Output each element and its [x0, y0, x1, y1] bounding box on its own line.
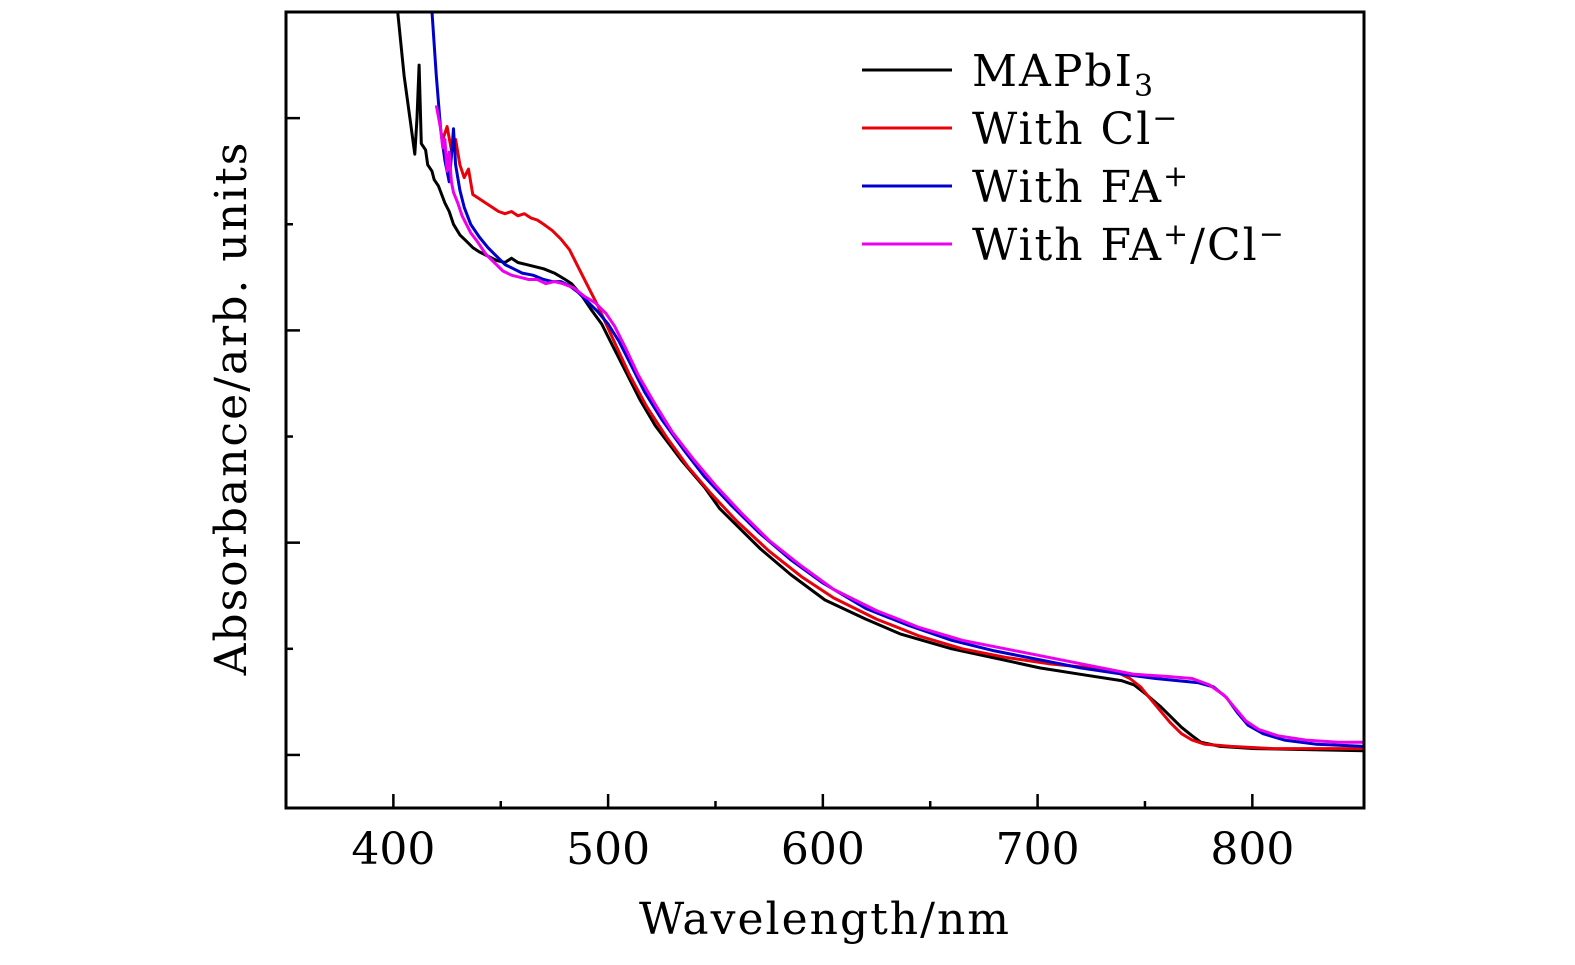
- series-line-0: [396, 12, 1364, 753]
- x-tick-label: 700: [996, 824, 1080, 875]
- plot-area: [396, 12, 1364, 753]
- legend-label: MAPbI3: [972, 46, 1155, 104]
- legend-label: With FA+/Cl−: [972, 217, 1286, 271]
- plot-frame: [284, 10, 1366, 810]
- x-axis-tick-labels: 400 500 600 700 800: [351, 824, 1294, 875]
- x-axis-title: Wavelength/nm: [639, 894, 1011, 945]
- series-line-2: [430, 12, 1364, 748]
- x-tick-label: 500: [566, 824, 650, 875]
- legend-item: MAPbI3: [862, 46, 1155, 104]
- x-axis-ticks: [392, 794, 1254, 808]
- series-line-3: [434, 105, 1364, 744]
- x-tick-label: 600: [781, 824, 865, 875]
- legend-item: With FA+/Cl−: [862, 217, 1286, 271]
- legend-item: With FA+: [862, 159, 1190, 213]
- y-axis-ticks: [286, 116, 300, 757]
- legend-label: With Cl−: [972, 101, 1179, 155]
- y-axis-title: Absorbance/arb. units: [206, 141, 257, 677]
- legend-label: With FA+: [972, 159, 1190, 213]
- series-line-1: [441, 125, 1364, 751]
- x-tick-label: 400: [351, 824, 435, 875]
- x-tick-label: 800: [1210, 824, 1294, 875]
- legend-item: With Cl−: [862, 101, 1179, 155]
